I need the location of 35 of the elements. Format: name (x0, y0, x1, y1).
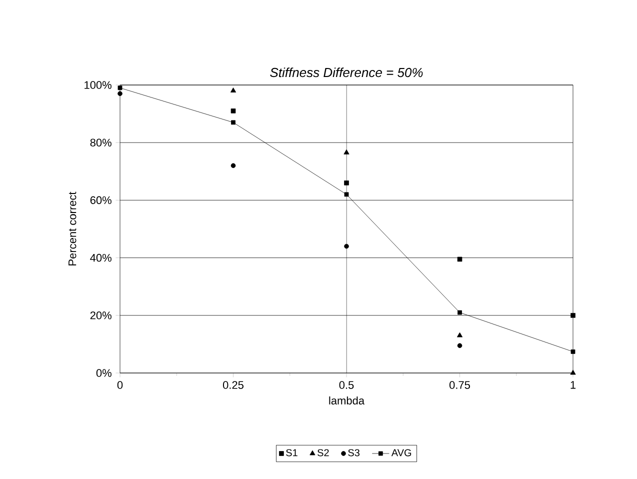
x-tick-label: 0.5 (339, 381, 354, 389)
point (344, 192, 349, 197)
point (570, 370, 576, 375)
point (230, 88, 236, 92)
y-tick-label: 0% (96, 369, 112, 377)
point (118, 91, 122, 96)
legend-label: AVG (391, 449, 412, 456)
legend-label: S2 (318, 449, 329, 456)
y-tick-label: 80% (90, 138, 112, 146)
x-tick-label: 0 (117, 381, 123, 389)
y-tick-label: 40% (90, 254, 112, 262)
point (456, 332, 463, 338)
y-tick-label: 20% (90, 312, 112, 320)
point (344, 149, 350, 154)
point (231, 120, 236, 125)
x-tick-label: 0.25 (222, 381, 244, 389)
point (230, 163, 236, 168)
point (344, 180, 349, 186)
point (458, 310, 462, 315)
point (230, 108, 236, 114)
y-axis-title: Percent correct (68, 192, 76, 266)
x-axis-title: lambda (329, 396, 365, 405)
chart-title: Stiffness Difference = 50% (270, 68, 423, 78)
point (457, 343, 462, 348)
y-tick-label: 100% (84, 81, 112, 89)
legend-label: S1 (286, 449, 298, 456)
legend-label: S3 (348, 449, 360, 456)
point (457, 256, 462, 262)
x-tick-label: 1 (570, 381, 576, 389)
y-tick-label: 60% (90, 196, 112, 204)
point (570, 349, 576, 354)
point (118, 86, 122, 90)
point (344, 244, 349, 249)
point (570, 312, 576, 318)
x-tick-label: 0.75 (449, 381, 470, 389)
